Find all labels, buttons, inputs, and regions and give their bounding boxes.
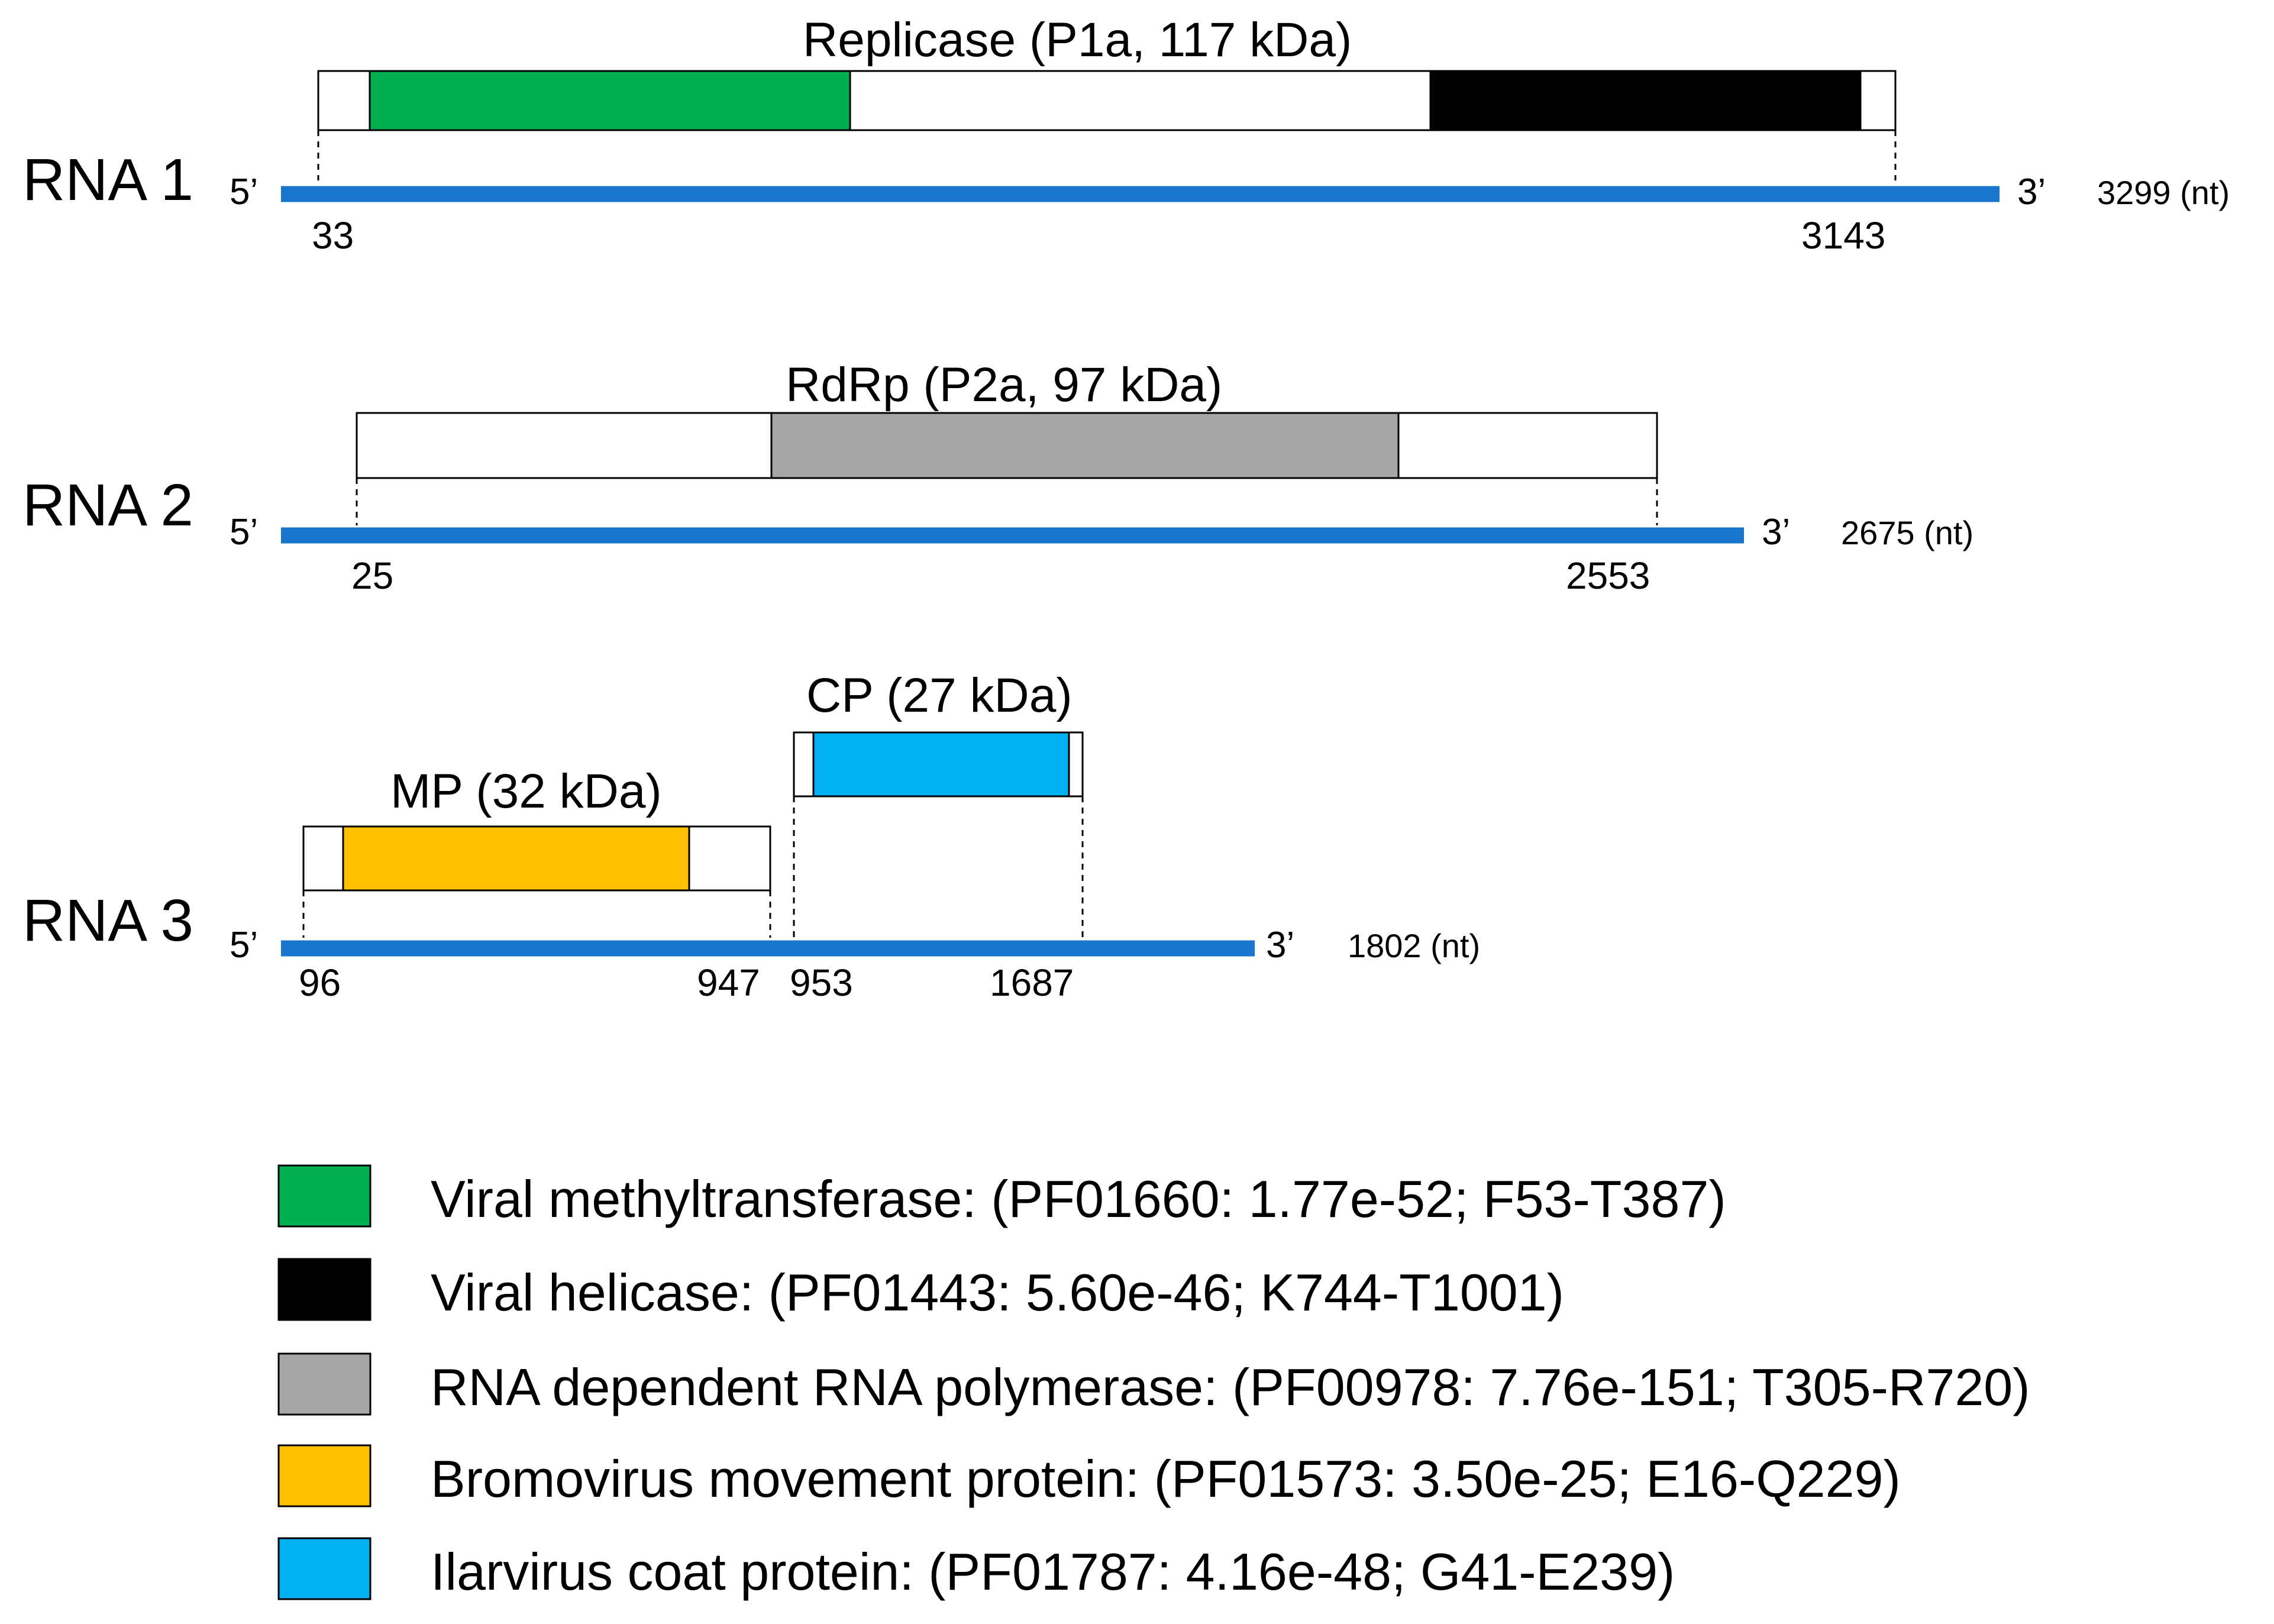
cp-label: CP (27 kDa)	[806, 669, 1073, 722]
legend-item-methyltransferase: Viral methyltransferase: (PF01660: 1.77e…	[277, 1164, 1726, 1228]
legend-swatch-rdrp	[277, 1352, 372, 1416]
rna1-label: RNA 1	[22, 147, 193, 213]
mp-label: MP (32 kDa)	[390, 764, 662, 818]
legend-text-coat-protein: Ilarvirus coat protein: (PF01787: 4.16e-…	[431, 1542, 1675, 1601]
rna1-orf-start: 33	[312, 214, 354, 257]
legend-item-helicase: Viral helicase: (PF01443: 5.60e-46; K744…	[277, 1258, 1564, 1322]
legend-swatch-movement-protein	[277, 1444, 372, 1507]
rna1-protein-label: Replicase (P1a, 117 kDa)	[803, 13, 1352, 67]
rna3-group: RNA 3 5’ 3’ 1802 (nt) MP (32 kDa) CP (27…	[22, 669, 1480, 1004]
rna3-five-prime: 5’	[230, 925, 258, 966]
rna1-length: 3299 (nt)	[2097, 174, 2230, 211]
legend-swatch-coat-protein	[277, 1537, 372, 1600]
methyltransferase-domain	[369, 70, 851, 131]
legend-item-rdrp: RNA dependent RNA polymerase: (PF00978: …	[277, 1352, 2030, 1416]
rna3-three-prime: 3’	[1266, 925, 1294, 966]
rna2-orf-end: 2553	[1566, 554, 1650, 597]
rna1-five-prime: 5’	[230, 172, 258, 212]
legend-swatch-helicase	[277, 1258, 372, 1321]
cp-start: 953	[790, 961, 853, 1004]
rna3-length: 1802 (nt)	[1348, 927, 1480, 964]
legend-item-movement-protein: Bromovirus movement protein: (PF01573: 3…	[277, 1444, 1901, 1508]
rna3-label: RNA 3	[22, 887, 193, 954]
rna1-group: RNA 1 5’ 3’ 3299 (nt) Replicase (P1a, 11…	[22, 13, 2230, 257]
legend-swatch-methyltransferase	[277, 1164, 372, 1228]
coat-protein-domain	[812, 731, 1070, 798]
rna2-five-prime: 5’	[230, 512, 258, 553]
movement-protein-domain	[342, 825, 690, 892]
rna2-orf-start: 25	[351, 554, 393, 597]
rna1-three-prime: 3’	[2017, 172, 2046, 212]
rna2-length: 2675 (nt)	[1841, 514, 1973, 551]
rna2-group: RNA 2 5’ 3’ 2675 (nt) RdRp (P2a, 97 kDa)…	[22, 358, 1973, 597]
rdrp-domain	[770, 412, 1400, 479]
legend-text-rdrp: RNA dependent RNA polymerase: (PF00978: …	[431, 1358, 2030, 1416]
helicase-domain	[1429, 70, 1862, 131]
rna2-protein-label: RdRp (P2a, 97 kDa)	[786, 358, 1222, 412]
legend-text-helicase: Viral helicase: (PF01443: 5.60e-46; K744…	[431, 1263, 1564, 1322]
rna2-three-prime: 3’	[1762, 512, 1790, 553]
legend-item-coat-protein: Ilarvirus coat protein: (PF01787: 4.16e-…	[277, 1537, 1675, 1601]
rna1-orf-end: 3143	[1801, 214, 1885, 257]
mp-start: 96	[299, 961, 341, 1004]
legend-text-movement-protein: Bromovirus movement protein: (PF01573: 3…	[431, 1449, 1901, 1508]
legend-text-methyltransferase: Viral methyltransferase: (PF01660: 1.77e…	[431, 1170, 1726, 1228]
cp-end: 1687	[990, 961, 1074, 1004]
legend: Viral methyltransferase: (PF01660: 1.77e…	[277, 1164, 2030, 1601]
rna2-label: RNA 2	[22, 472, 193, 538]
mp-end: 947	[697, 961, 760, 1004]
